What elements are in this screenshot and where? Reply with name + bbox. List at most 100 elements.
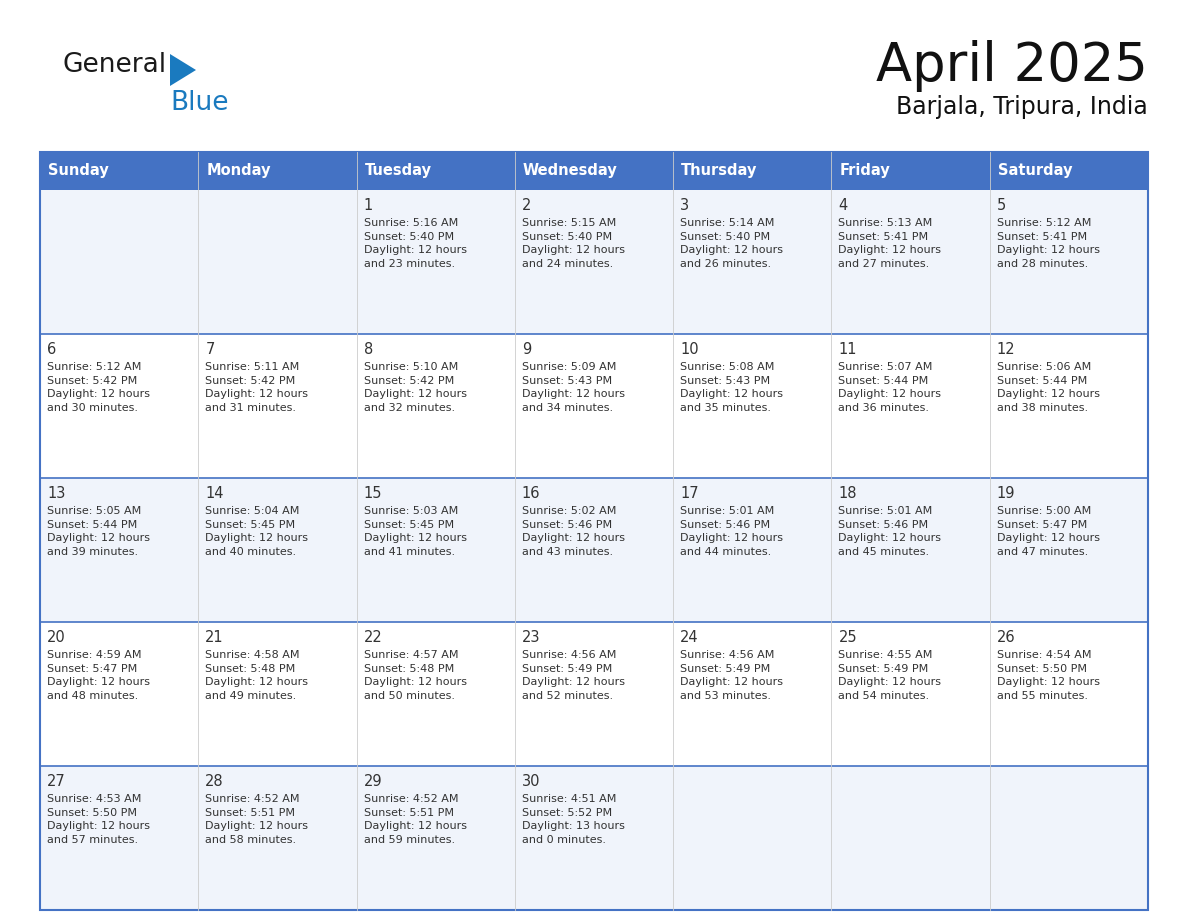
Bar bbox=[514, 622, 674, 766]
Text: Sunrise: 5:14 AM
Sunset: 5:40 PM
Daylight: 12 hours
and 26 minutes.: Sunrise: 5:14 AM Sunset: 5:40 PM Dayligh… bbox=[681, 218, 783, 269]
Text: Sunrise: 4:57 AM
Sunset: 5:48 PM
Daylight: 12 hours
and 50 minutes.: Sunrise: 4:57 AM Sunset: 5:48 PM Dayligh… bbox=[364, 650, 467, 700]
Bar bbox=[40, 478, 198, 622]
Bar bbox=[356, 478, 514, 622]
Bar bbox=[990, 190, 1148, 334]
Bar bbox=[514, 334, 674, 478]
Bar bbox=[356, 152, 514, 190]
Text: 17: 17 bbox=[681, 486, 699, 501]
Text: 28: 28 bbox=[206, 774, 223, 789]
Text: Sunrise: 4:53 AM
Sunset: 5:50 PM
Daylight: 12 hours
and 57 minutes.: Sunrise: 4:53 AM Sunset: 5:50 PM Dayligh… bbox=[48, 794, 150, 845]
Bar bbox=[40, 152, 1148, 910]
Text: Tuesday: Tuesday bbox=[365, 163, 431, 178]
Bar bbox=[198, 766, 356, 910]
Text: 23: 23 bbox=[522, 630, 541, 645]
Text: 14: 14 bbox=[206, 486, 223, 501]
Text: Barjala, Tripura, India: Barjala, Tripura, India bbox=[896, 95, 1148, 119]
Bar bbox=[40, 766, 198, 910]
Text: Saturday: Saturday bbox=[998, 163, 1073, 178]
Text: 27: 27 bbox=[48, 774, 65, 789]
Bar bbox=[356, 766, 514, 910]
Text: 11: 11 bbox=[839, 342, 857, 357]
Text: Sunrise: 5:16 AM
Sunset: 5:40 PM
Daylight: 12 hours
and 23 minutes.: Sunrise: 5:16 AM Sunset: 5:40 PM Dayligh… bbox=[364, 218, 467, 269]
Bar bbox=[356, 334, 514, 478]
Bar bbox=[40, 190, 198, 334]
Text: April 2025: April 2025 bbox=[876, 40, 1148, 92]
Bar bbox=[674, 190, 832, 334]
Bar bbox=[674, 152, 832, 190]
Bar bbox=[832, 622, 990, 766]
Text: Sunrise: 5:00 AM
Sunset: 5:47 PM
Daylight: 12 hours
and 47 minutes.: Sunrise: 5:00 AM Sunset: 5:47 PM Dayligh… bbox=[997, 506, 1100, 557]
Bar bbox=[674, 766, 832, 910]
Text: Sunrise: 4:59 AM
Sunset: 5:47 PM
Daylight: 12 hours
and 48 minutes.: Sunrise: 4:59 AM Sunset: 5:47 PM Dayligh… bbox=[48, 650, 150, 700]
Text: 4: 4 bbox=[839, 198, 848, 213]
Text: Sunrise: 5:09 AM
Sunset: 5:43 PM
Daylight: 12 hours
and 34 minutes.: Sunrise: 5:09 AM Sunset: 5:43 PM Dayligh… bbox=[522, 362, 625, 413]
Bar bbox=[832, 766, 990, 910]
Text: Friday: Friday bbox=[840, 163, 890, 178]
Text: Sunrise: 4:58 AM
Sunset: 5:48 PM
Daylight: 12 hours
and 49 minutes.: Sunrise: 4:58 AM Sunset: 5:48 PM Dayligh… bbox=[206, 650, 308, 700]
Bar bbox=[40, 334, 198, 478]
Text: Wednesday: Wednesday bbox=[523, 163, 618, 178]
Text: Sunrise: 5:12 AM
Sunset: 5:41 PM
Daylight: 12 hours
and 28 minutes.: Sunrise: 5:12 AM Sunset: 5:41 PM Dayligh… bbox=[997, 218, 1100, 269]
Text: Sunrise: 5:10 AM
Sunset: 5:42 PM
Daylight: 12 hours
and 32 minutes.: Sunrise: 5:10 AM Sunset: 5:42 PM Dayligh… bbox=[364, 362, 467, 413]
Text: 18: 18 bbox=[839, 486, 857, 501]
Text: Thursday: Thursday bbox=[681, 163, 758, 178]
Text: Monday: Monday bbox=[207, 163, 271, 178]
Bar bbox=[990, 766, 1148, 910]
Text: Sunrise: 5:07 AM
Sunset: 5:44 PM
Daylight: 12 hours
and 36 minutes.: Sunrise: 5:07 AM Sunset: 5:44 PM Dayligh… bbox=[839, 362, 941, 413]
Text: Sunrise: 4:52 AM
Sunset: 5:51 PM
Daylight: 12 hours
and 58 minutes.: Sunrise: 4:52 AM Sunset: 5:51 PM Dayligh… bbox=[206, 794, 308, 845]
Bar bbox=[40, 152, 198, 190]
Text: Sunrise: 5:15 AM
Sunset: 5:40 PM
Daylight: 12 hours
and 24 minutes.: Sunrise: 5:15 AM Sunset: 5:40 PM Dayligh… bbox=[522, 218, 625, 269]
Bar bbox=[990, 334, 1148, 478]
Bar bbox=[198, 190, 356, 334]
Text: Sunrise: 4:55 AM
Sunset: 5:49 PM
Daylight: 12 hours
and 54 minutes.: Sunrise: 4:55 AM Sunset: 5:49 PM Dayligh… bbox=[839, 650, 941, 700]
Bar bbox=[198, 152, 356, 190]
Text: 7: 7 bbox=[206, 342, 215, 357]
Text: 22: 22 bbox=[364, 630, 383, 645]
Bar bbox=[832, 190, 990, 334]
Text: 9: 9 bbox=[522, 342, 531, 357]
Bar bbox=[674, 334, 832, 478]
Text: Sunrise: 4:51 AM
Sunset: 5:52 PM
Daylight: 13 hours
and 0 minutes.: Sunrise: 4:51 AM Sunset: 5:52 PM Dayligh… bbox=[522, 794, 625, 845]
Text: 20: 20 bbox=[48, 630, 65, 645]
Text: 21: 21 bbox=[206, 630, 223, 645]
Text: 3: 3 bbox=[681, 198, 689, 213]
Text: Sunrise: 5:03 AM
Sunset: 5:45 PM
Daylight: 12 hours
and 41 minutes.: Sunrise: 5:03 AM Sunset: 5:45 PM Dayligh… bbox=[364, 506, 467, 557]
Bar bbox=[990, 478, 1148, 622]
Text: 12: 12 bbox=[997, 342, 1016, 357]
Text: 10: 10 bbox=[681, 342, 699, 357]
Text: 6: 6 bbox=[48, 342, 56, 357]
Text: 24: 24 bbox=[681, 630, 699, 645]
Text: Sunrise: 4:54 AM
Sunset: 5:50 PM
Daylight: 12 hours
and 55 minutes.: Sunrise: 4:54 AM Sunset: 5:50 PM Dayligh… bbox=[997, 650, 1100, 700]
Bar bbox=[356, 190, 514, 334]
Text: Sunrise: 5:04 AM
Sunset: 5:45 PM
Daylight: 12 hours
and 40 minutes.: Sunrise: 5:04 AM Sunset: 5:45 PM Dayligh… bbox=[206, 506, 308, 557]
Text: Sunrise: 5:02 AM
Sunset: 5:46 PM
Daylight: 12 hours
and 43 minutes.: Sunrise: 5:02 AM Sunset: 5:46 PM Dayligh… bbox=[522, 506, 625, 557]
Text: General: General bbox=[62, 52, 166, 78]
Bar bbox=[198, 478, 356, 622]
Bar bbox=[832, 152, 990, 190]
Bar bbox=[990, 152, 1148, 190]
Bar bbox=[198, 334, 356, 478]
Text: Sunday: Sunday bbox=[48, 163, 109, 178]
Bar bbox=[674, 622, 832, 766]
Text: 5: 5 bbox=[997, 198, 1006, 213]
Text: 16: 16 bbox=[522, 486, 541, 501]
Text: Sunrise: 5:08 AM
Sunset: 5:43 PM
Daylight: 12 hours
and 35 minutes.: Sunrise: 5:08 AM Sunset: 5:43 PM Dayligh… bbox=[681, 362, 783, 413]
Text: Sunrise: 4:56 AM
Sunset: 5:49 PM
Daylight: 12 hours
and 53 minutes.: Sunrise: 4:56 AM Sunset: 5:49 PM Dayligh… bbox=[681, 650, 783, 700]
Bar bbox=[832, 478, 990, 622]
Text: 1: 1 bbox=[364, 198, 373, 213]
Polygon shape bbox=[170, 54, 196, 86]
Bar bbox=[198, 622, 356, 766]
Text: Sunrise: 4:52 AM
Sunset: 5:51 PM
Daylight: 12 hours
and 59 minutes.: Sunrise: 4:52 AM Sunset: 5:51 PM Dayligh… bbox=[364, 794, 467, 845]
Text: Sunrise: 4:56 AM
Sunset: 5:49 PM
Daylight: 12 hours
and 52 minutes.: Sunrise: 4:56 AM Sunset: 5:49 PM Dayligh… bbox=[522, 650, 625, 700]
Text: Sunrise: 5:06 AM
Sunset: 5:44 PM
Daylight: 12 hours
and 38 minutes.: Sunrise: 5:06 AM Sunset: 5:44 PM Dayligh… bbox=[997, 362, 1100, 413]
Text: Blue: Blue bbox=[170, 90, 228, 116]
Text: 8: 8 bbox=[364, 342, 373, 357]
Bar bbox=[990, 622, 1148, 766]
Text: Sunrise: 5:13 AM
Sunset: 5:41 PM
Daylight: 12 hours
and 27 minutes.: Sunrise: 5:13 AM Sunset: 5:41 PM Dayligh… bbox=[839, 218, 941, 269]
Bar bbox=[514, 766, 674, 910]
Bar bbox=[356, 622, 514, 766]
Text: 29: 29 bbox=[364, 774, 383, 789]
Bar bbox=[514, 478, 674, 622]
Text: 2: 2 bbox=[522, 198, 531, 213]
Text: 13: 13 bbox=[48, 486, 65, 501]
